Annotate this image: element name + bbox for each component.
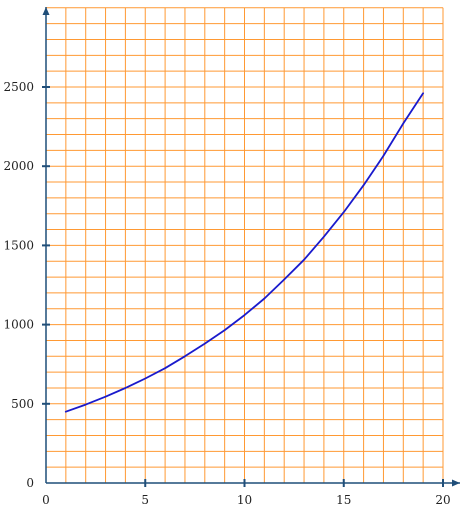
x-tick-label: 0 bbox=[42, 493, 50, 507]
y-axis-arrow bbox=[42, 7, 50, 15]
y-tick-label: 1000 bbox=[3, 318, 34, 332]
grid bbox=[46, 7, 444, 483]
x-tick-label: 10 bbox=[237, 493, 252, 507]
y-tick-label: 2500 bbox=[3, 80, 34, 94]
x-tick-label: 5 bbox=[141, 493, 149, 507]
x-tick-label: 15 bbox=[336, 493, 351, 507]
series-line bbox=[64, 92, 425, 413]
y-tick-label: 2000 bbox=[3, 159, 34, 173]
series bbox=[64, 92, 425, 413]
y-tick-label: 500 bbox=[11, 397, 34, 411]
y-tick-label: 0 bbox=[26, 476, 34, 490]
y-tick-label: 1500 bbox=[3, 238, 34, 252]
ticks: 0 5 10 15 20 0 500 1000 1500 2000 2500 bbox=[3, 80, 450, 507]
x-tick-label: 20 bbox=[435, 493, 450, 507]
x-axis-arrow bbox=[452, 479, 460, 487]
